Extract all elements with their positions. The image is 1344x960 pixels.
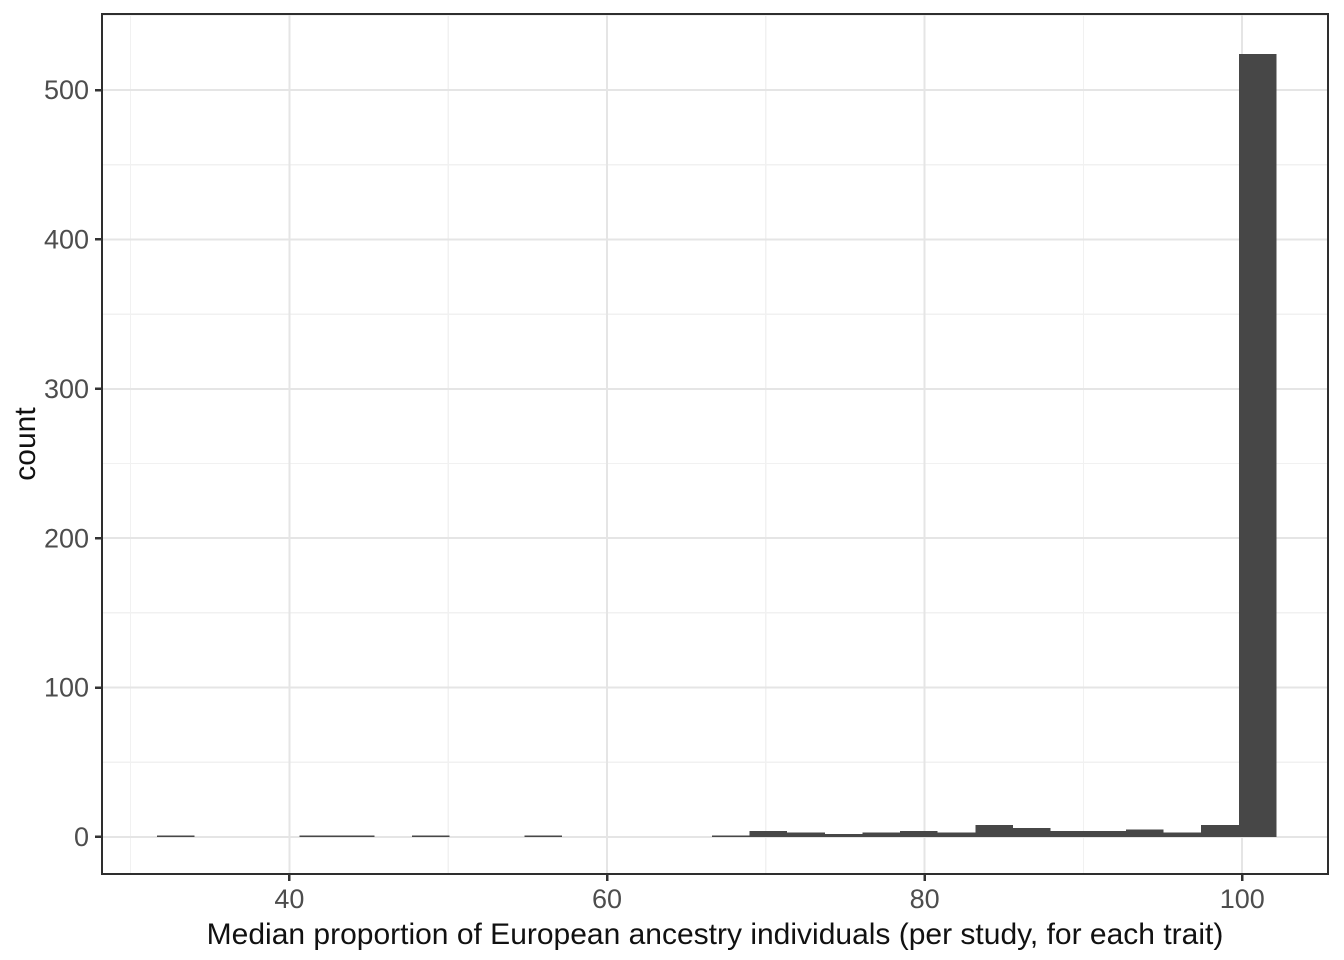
histogram-bar [900,830,938,837]
y-tick-label: 300 [44,374,89,404]
y-axis-title: count [9,407,42,481]
histogram-bar [749,830,788,837]
histogram-bar [1088,830,1126,837]
x-tick-label: 80 [910,884,940,914]
x-tick-label: 40 [274,884,304,914]
panel-border [101,13,1329,875]
y-tick-label: 500 [44,75,89,105]
y-tick-label: 400 [44,225,89,255]
histogram-bar [937,832,976,837]
histogram-bar [1201,825,1239,837]
x-tick-label: 60 [592,884,622,914]
histogram-bar [1163,832,1202,837]
histogram-bar [1238,54,1277,837]
histogram-bar [524,835,562,837]
y-tick-label: 100 [44,673,89,703]
histogram-bar [975,825,1014,837]
histogram-bar [824,833,863,837]
histogram-bar [1125,829,1164,837]
histogram-bar [787,832,825,837]
histogram-bar [1013,827,1051,837]
histogram-bar [862,832,901,837]
histogram-bar [157,835,195,837]
y-tick-label: 0 [74,822,89,852]
histogram-bar [336,835,375,837]
histogram-bar [711,835,750,837]
y-tick-label: 200 [44,523,89,553]
x-axis-title: Median proportion of European ancestry i… [206,918,1224,951]
x-tick-label: 100 [1220,884,1265,914]
histogram-bar [299,835,337,837]
histogram-bar [1050,830,1089,837]
histogram-bar [411,835,450,837]
